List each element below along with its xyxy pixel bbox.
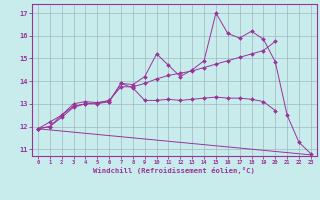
X-axis label: Windchill (Refroidissement éolien,°C): Windchill (Refroidissement éolien,°C) bbox=[93, 167, 255, 174]
